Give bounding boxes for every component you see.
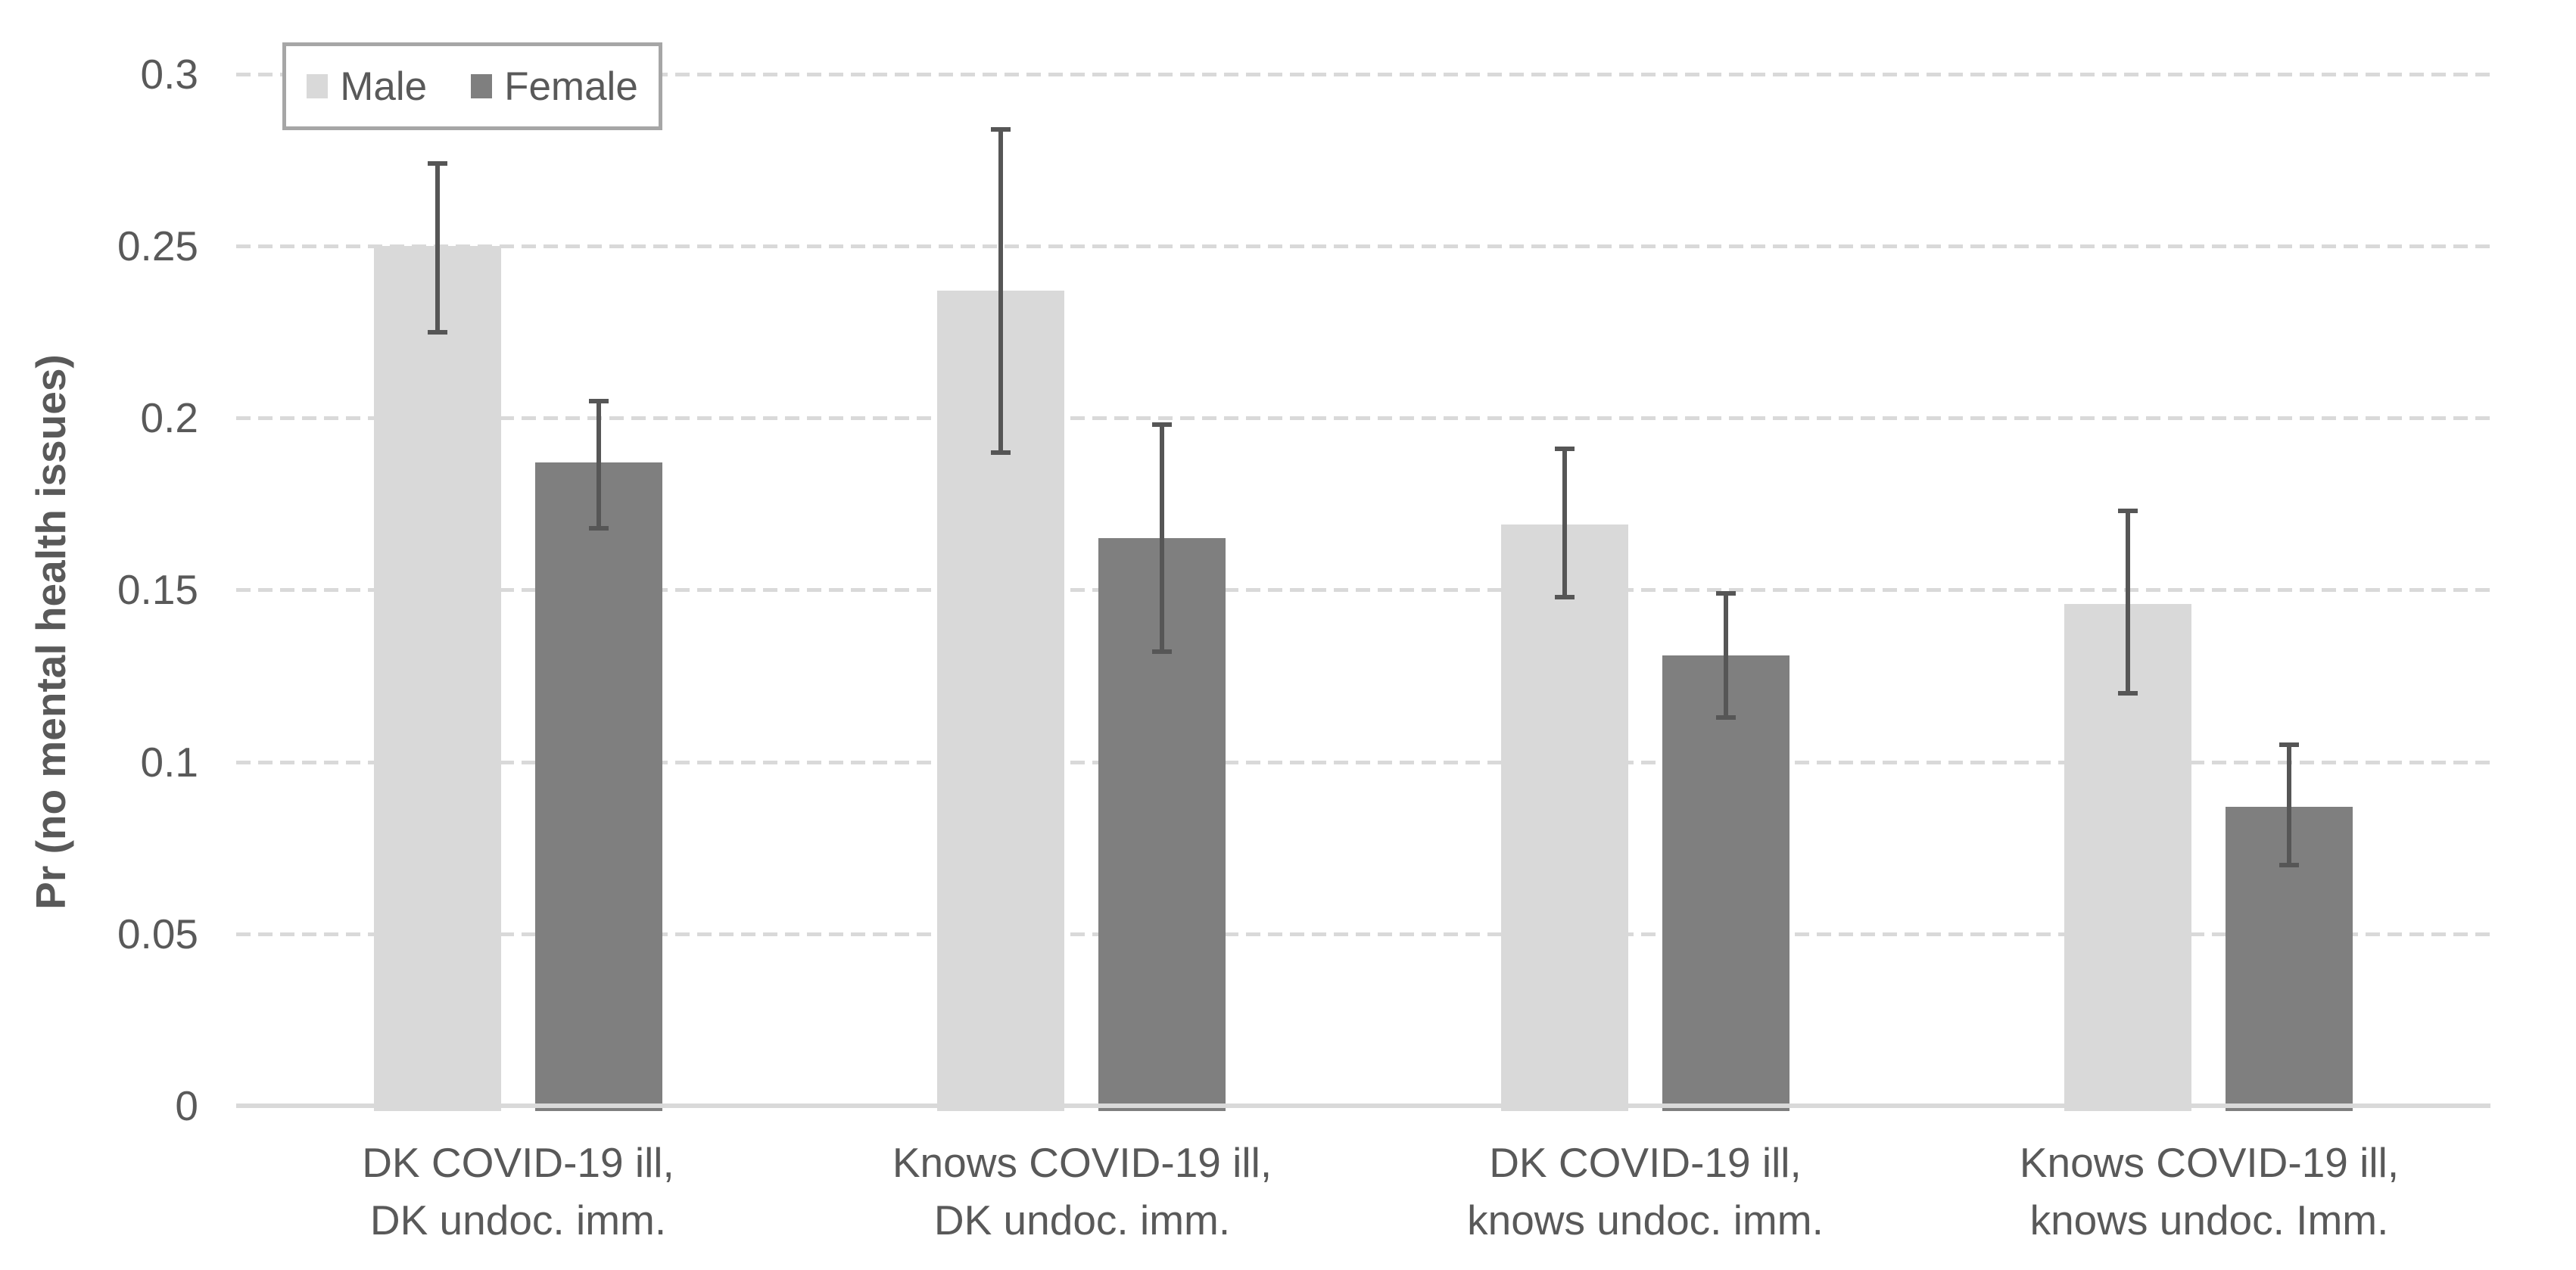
error-bar-cap bbox=[1555, 595, 1575, 599]
category-label: Knows COVID-19 ill, DK undoc. imm. bbox=[800, 1134, 1364, 1249]
error-bar-cap bbox=[2279, 863, 2299, 867]
category-label-line: DK COVID-19 ill, bbox=[362, 1139, 674, 1186]
y-tick-label: 0.05 bbox=[117, 910, 198, 957]
error-bar-cap bbox=[2118, 509, 2138, 513]
legend-label: Female bbox=[504, 64, 638, 109]
bar-male bbox=[374, 246, 501, 1111]
legend-swatch bbox=[471, 74, 493, 98]
category-label-line: Knows COVID-19 ill, bbox=[892, 1139, 1272, 1186]
error-bar-cap bbox=[991, 127, 1011, 132]
gridline bbox=[236, 73, 2490, 76]
category-label-line: knows undoc. imm. bbox=[1467, 1197, 1824, 1244]
category-label: DK COVID-19 ill, DK undoc. imm. bbox=[236, 1134, 800, 1249]
bar-male bbox=[1501, 524, 1628, 1111]
category-label-line: knows undoc. Imm. bbox=[2029, 1197, 2389, 1244]
error-bar-cap bbox=[1152, 649, 1172, 654]
error-bar-cap bbox=[589, 526, 609, 531]
error-bar-cap bbox=[1555, 447, 1575, 451]
error-bar-stem bbox=[1724, 593, 1728, 717]
gridline bbox=[236, 416, 2490, 420]
gridline bbox=[236, 761, 2490, 764]
category-label-line: Knows COVID-19 ill, bbox=[2019, 1139, 2400, 1186]
error-bar-stem bbox=[435, 163, 440, 332]
error-bar-cap bbox=[428, 161, 447, 166]
gridline bbox=[236, 588, 2490, 592]
legend: Male Female bbox=[282, 42, 662, 130]
error-bar-cap bbox=[1716, 715, 1736, 720]
x-axis-line bbox=[236, 1103, 2490, 1108]
y-tick-label: 0.1 bbox=[140, 739, 198, 786]
error-bar-cap bbox=[1716, 591, 1736, 596]
error-bar-cap bbox=[1152, 422, 1172, 427]
gridline bbox=[236, 932, 2490, 936]
bar-female bbox=[1662, 655, 1789, 1111]
legend-item-female: Female bbox=[471, 64, 638, 110]
error-bar-stem bbox=[1562, 449, 1567, 597]
error-bar-cap bbox=[991, 450, 1011, 455]
legend-swatch bbox=[307, 74, 329, 98]
legend-label: Male bbox=[340, 64, 428, 109]
error-bar-stem bbox=[998, 129, 1003, 453]
bar-female bbox=[535, 462, 662, 1111]
error-bar-cap bbox=[2118, 691, 2138, 696]
gridline bbox=[236, 244, 2490, 248]
error-bar-stem bbox=[596, 401, 601, 528]
legend-item-male: Male bbox=[307, 64, 427, 110]
error-bar-cap bbox=[2279, 742, 2299, 747]
y-tick-label: 0.25 bbox=[117, 223, 198, 269]
error-bar-stem bbox=[2287, 745, 2291, 865]
category-label: DK COVID-19 ill, knows undoc. imm. bbox=[1363, 1134, 1927, 1249]
error-bar-cap bbox=[428, 330, 447, 335]
category-label: Knows COVID-19 ill, knows undoc. Imm. bbox=[1927, 1134, 2491, 1249]
category-label-line: DK COVID-19 ill, bbox=[1489, 1139, 1802, 1186]
y-tick-label: 0.3 bbox=[140, 51, 198, 98]
category-label-line: DK undoc. imm. bbox=[369, 1197, 667, 1244]
error-bar-cap bbox=[589, 399, 609, 403]
category-label-line: DK undoc. imm. bbox=[933, 1197, 1231, 1244]
y-tick-label: 0.15 bbox=[117, 566, 198, 613]
error-bar-stem bbox=[2126, 511, 2130, 693]
y-tick-label: 0.2 bbox=[140, 394, 198, 441]
y-tick-label: 0 bbox=[175, 1082, 198, 1129]
error-bar-stem bbox=[1160, 425, 1164, 652]
